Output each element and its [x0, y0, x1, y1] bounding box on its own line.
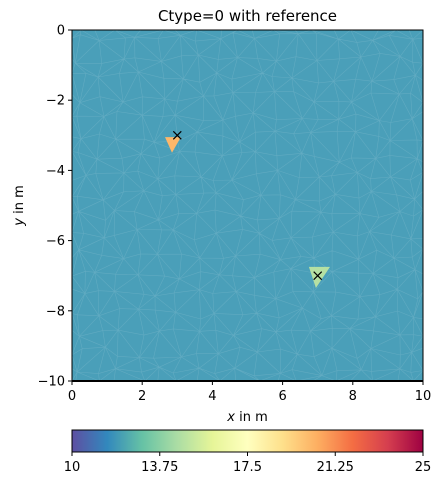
colorbar-tick-label: 25	[415, 460, 432, 475]
x-tick-label: 8	[349, 389, 357, 404]
x-tick-label: 2	[138, 389, 146, 404]
y-tick-label: −6	[46, 234, 65, 249]
x-tick-label: 6	[278, 389, 286, 404]
colorbar-tick-label: 17.5	[233, 460, 262, 475]
y-axis-label: y in m	[12, 185, 27, 226]
chart-title: Ctype=0 with reference	[158, 7, 337, 25]
x-tick-label: 4	[208, 389, 216, 404]
reference-point-2	[313, 271, 323, 281]
x-axis-label: x in m	[226, 410, 267, 425]
reference-point-1	[172, 130, 182, 140]
plot-area	[71, 29, 424, 382]
y-tick-label: −4	[46, 164, 65, 179]
y-axis: 0 −2 −4 −6 −8 −10	[38, 24, 72, 390]
anomaly-cell-1	[165, 137, 181, 153]
x-axis: 0 2 4 6 8 10	[68, 381, 431, 404]
colorbar-tick-label: 10	[64, 460, 81, 475]
colorbar-ticks: 10 13.75 17.5 21.25 25	[64, 452, 432, 475]
x-axis-var: x	[226, 410, 235, 425]
y-tick-label: 0	[57, 24, 65, 39]
y-tick-label: −10	[38, 375, 65, 390]
reference-markers	[172, 130, 323, 281]
mesh-lines	[72, 30, 423, 381]
colorbar-gradient	[71, 429, 424, 453]
plot-background	[72, 30, 423, 381]
y-axis-var: y	[12, 218, 27, 227]
x-axis-unit: in m	[235, 410, 268, 425]
colorbar-tick-label: 13.75	[141, 460, 178, 475]
mesh-edges	[72, 30, 423, 381]
colorbar-tick-label: 21.25	[317, 460, 354, 475]
y-axis-unit: in m	[12, 185, 27, 218]
x-tick-label: 0	[68, 389, 76, 404]
y-tick-label: −2	[46, 94, 65, 109]
y-tick-label: −8	[46, 304, 65, 319]
colorbar: 10 13.75 17.5 21.25 25	[64, 429, 432, 475]
x-tick-label: 10	[415, 389, 432, 404]
